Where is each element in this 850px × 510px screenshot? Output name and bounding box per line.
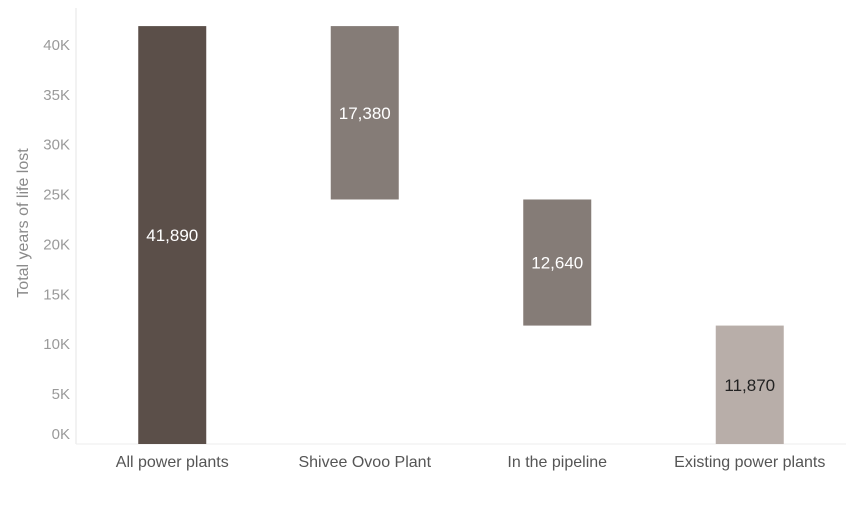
bars: 41,890 17,380 12,640 11,870 — [138, 26, 784, 444]
y-axis-title: Total years of life lost — [15, 148, 32, 298]
y-axis: 0K 5K 10K 15K 20K 25K 30K 35K 40K — [43, 8, 77, 444]
y-tick-label: 20K — [43, 236, 70, 253]
bar-value-label: 12,640 — [531, 254, 583, 273]
x-category-label: Existing power plants — [674, 454, 825, 471]
bar-value-label: 17,380 — [339, 104, 391, 123]
y-tick-label: 5K — [52, 386, 70, 403]
y-tick-label: 0K — [52, 426, 70, 443]
x-category-label: Shivee Ovoo Plant — [298, 454, 431, 471]
x-category-label: All power plants — [116, 454, 229, 471]
bar[interactable] — [715, 325, 784, 444]
bar[interactable] — [330, 26, 399, 200]
y-tick-label: 15K — [43, 286, 70, 303]
y-tick-label: 25K — [43, 187, 70, 204]
y-tick-label: 35K — [43, 87, 70, 104]
y-tick-label: 30K — [43, 137, 70, 154]
bar[interactable] — [138, 26, 207, 444]
bar[interactable] — [523, 199, 592, 326]
x-category-label: In the pipeline — [507, 454, 607, 471]
y-tick-label: 40K — [43, 37, 70, 54]
bar-value-label: 11,870 — [724, 376, 775, 395]
x-axis: All power plants Shivee Ovoo Plant In the … — [76, 443, 846, 471]
bar-value-label: 41,890 — [146, 226, 198, 245]
y-tick-label: 10K — [43, 336, 70, 353]
